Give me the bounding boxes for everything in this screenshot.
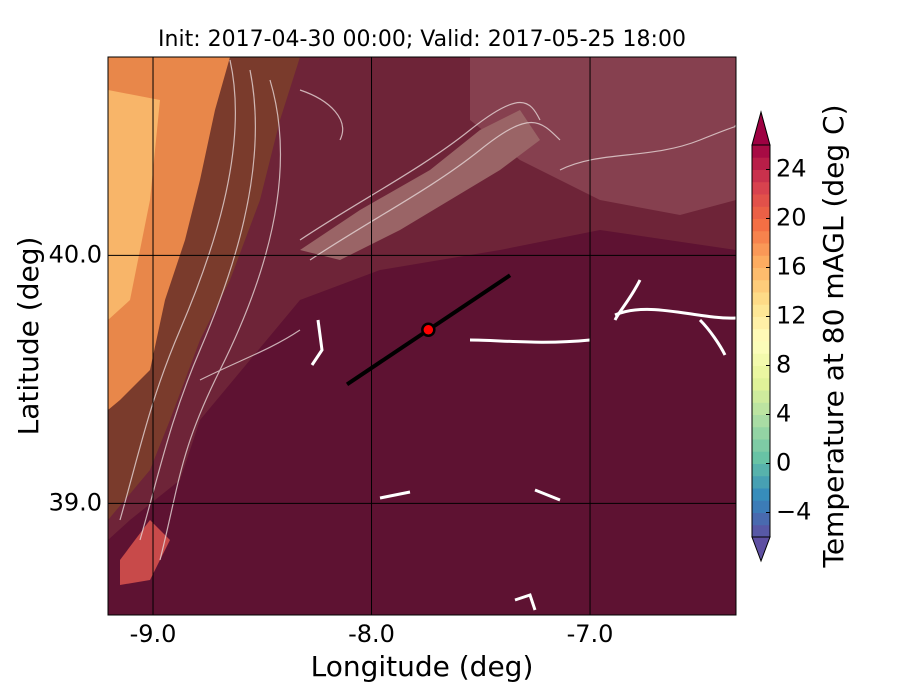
field-region bbox=[300, 110, 540, 260]
colorbar-tick-label: −4 bbox=[776, 498, 811, 526]
colorbar-tick-label: 0 bbox=[776, 449, 791, 477]
colorbar-segment bbox=[752, 169, 770, 183]
colorbar-segment bbox=[752, 402, 770, 415]
colorbar-segment bbox=[752, 230, 770, 244]
colorbar-segment bbox=[752, 390, 770, 403]
colorbar-segment bbox=[752, 377, 770, 391]
colorbar-segment bbox=[752, 255, 770, 268]
x-axis-label: Longitude (deg) bbox=[311, 650, 534, 683]
colorbar-segment bbox=[752, 341, 770, 354]
y-axis-label: Latitude (deg) bbox=[12, 237, 45, 436]
axes-frame bbox=[107, 56, 737, 616]
colorbar-tick-label: 12 bbox=[776, 302, 807, 330]
colorbar-segment bbox=[752, 304, 770, 317]
colorbar-segment bbox=[752, 206, 770, 219]
colorbar-tick-label: 24 bbox=[776, 155, 807, 183]
y-tick-label: 39.0 bbox=[49, 488, 102, 516]
x-tick-label: -9.0 bbox=[130, 620, 177, 648]
field-region bbox=[108, 90, 160, 320]
colorbar-segment bbox=[752, 439, 770, 452]
field-region bbox=[120, 520, 170, 585]
colorbar-segment bbox=[752, 218, 770, 232]
colorbar-tick-label: 4 bbox=[776, 400, 791, 428]
colorbar-extend-bottom bbox=[751, 536, 771, 563]
colorbar-extend-top bbox=[751, 110, 771, 146]
colorbar-segment bbox=[752, 328, 770, 342]
contours bbox=[119, 59, 736, 561]
colorbar-segment bbox=[752, 145, 770, 158]
colorbar-segment bbox=[752, 365, 770, 379]
colorbar-segment bbox=[752, 512, 770, 526]
colorbar-segment bbox=[752, 316, 770, 330]
colorbar-segment bbox=[752, 524, 770, 538]
location-marker bbox=[421, 322, 436, 338]
colorbar-segment bbox=[752, 426, 770, 440]
colorbar-segment bbox=[752, 353, 770, 366]
colorbar-tick-label: 20 bbox=[776, 204, 807, 232]
colorbar-segment bbox=[752, 475, 770, 489]
chart-title: Init: 2017-04-30 00:00; Valid: 2017-05-2… bbox=[158, 27, 686, 52]
colorbar-segment bbox=[752, 292, 770, 305]
colorbar-segment bbox=[752, 267, 770, 281]
colorbar-segment bbox=[752, 500, 770, 513]
colorbar-tick-label: 16 bbox=[776, 253, 807, 281]
y-tick-label: 40.0 bbox=[49, 240, 102, 268]
colorbar-segment bbox=[752, 157, 770, 170]
colorbar-segment bbox=[752, 414, 770, 428]
colorbar-segment bbox=[752, 181, 770, 195]
colorbar-segment bbox=[752, 463, 770, 477]
colorbar-frame bbox=[751, 144, 771, 538]
masked-areas bbox=[310, 279, 736, 611]
colorbar-segment bbox=[752, 194, 770, 207]
colorbar-tick-label: 8 bbox=[776, 351, 791, 379]
x-tick-label: -8.0 bbox=[348, 620, 395, 648]
field-region bbox=[470, 57, 736, 215]
x-tick-label: -7.0 bbox=[567, 620, 614, 648]
colorbar-segment bbox=[752, 243, 770, 256]
colorbar-segment bbox=[752, 279, 770, 293]
colorbar-segment bbox=[752, 451, 770, 464]
map-field bbox=[108, 57, 736, 615]
colorbar-segment bbox=[752, 488, 770, 501]
colorbar-label: Temperature at 80 mAGL (deg C) bbox=[817, 104, 850, 568]
